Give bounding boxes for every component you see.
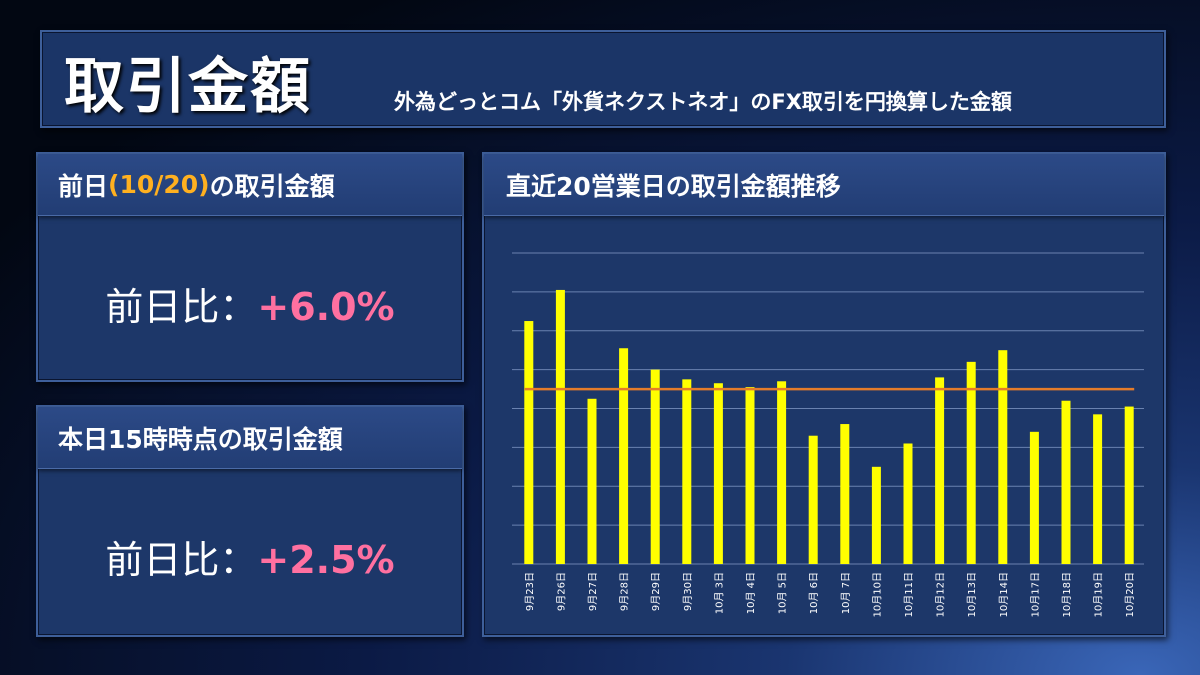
bar (808, 435, 818, 564)
x-tick-label: 10月 6日 (808, 572, 820, 614)
x-tick-label: 10月 5日 (777, 572, 789, 614)
page-title: 取引金額 (64, 52, 312, 122)
bar (524, 321, 534, 564)
bar (1124, 406, 1134, 564)
bar (871, 466, 881, 564)
x-tick-label: 10月11日 (903, 572, 915, 617)
x-tick-label: 9月27日 (587, 572, 599, 611)
bar (998, 350, 1008, 564)
x-tick-label: 10月17日 (1029, 572, 1041, 617)
x-tick-label: 10月18日 (1061, 572, 1073, 617)
prev-day-panel: 前日 (10/20) の取引金額 前日比：+6.0% (36, 152, 464, 382)
title-banner: 取引金額 外為どっとコム「外貨ネクストネオ」のFX取引を円換算した金額 (40, 30, 1166, 128)
x-tick-label: 10月14日 (998, 572, 1010, 617)
prev-day-heading-date: (10/20) (108, 170, 210, 199)
x-tick-label: 9月26日 (555, 572, 567, 611)
chart-title: 直近20営業日の取引金額推移 (484, 154, 1164, 216)
bar (713, 383, 723, 564)
bar (903, 443, 913, 564)
bar (682, 379, 692, 564)
bar (1093, 414, 1103, 564)
x-tick-label: 9月30日 (682, 572, 694, 611)
prev-day-heading: 前日 (10/20) の取引金額 (38, 154, 462, 216)
prev-day-heading-pre: 前日 (58, 171, 109, 201)
bar (650, 369, 660, 564)
today-ratio: 前日比：+2.5% (38, 529, 462, 584)
bar (619, 348, 629, 564)
bar (1029, 431, 1039, 564)
x-tick-label: 10月12日 (935, 572, 947, 617)
x-tick-label: 9月28日 (619, 572, 631, 611)
x-tick-label: 10月13日 (966, 572, 978, 617)
bar (840, 424, 850, 564)
today-ratio-value: +2.5% (257, 538, 395, 582)
page-subtitle: 外為どっとコム「外貨ネクストネオ」のFX取引を円換算した金額 (394, 90, 1012, 114)
x-tick-label: 10月 7日 (840, 572, 852, 614)
x-tick-label: 10月 4日 (745, 572, 757, 614)
x-tick-label: 10月20日 (1124, 572, 1136, 617)
x-tick-label: 10月19日 (1093, 572, 1105, 617)
today-ratio-label: 前日比： (105, 538, 258, 582)
bar (1061, 400, 1071, 564)
trading-amount-chart: 9月23日 9月26日 9月27日 9月28日 9月29日 9月30日 10月 3日 10月 … (512, 252, 1144, 617)
bar (935, 377, 945, 564)
chart-panel: 9月23日 9月26日 9月27日 9月28日 9月29日 9月30日 10月 3日 10月 … (482, 152, 1166, 637)
x-tick-label: 9月29日 (650, 572, 662, 611)
bar (966, 361, 976, 564)
bar (587, 398, 597, 564)
prev-day-ratio: 前日比：+6.0% (38, 276, 462, 331)
x-tick-label: 10月10日 (871, 572, 883, 617)
bar (777, 381, 787, 564)
bar (555, 289, 565, 564)
x-tick-label: 9月23日 (524, 572, 536, 611)
prev-day-ratio-value: +6.0% (257, 285, 395, 329)
prev-day-ratio-label: 前日比： (105, 285, 258, 329)
today-panel: 本日15時時点の取引金額 前日比：+2.5% (36, 405, 464, 637)
today-heading: 本日15時時点の取引金額 (38, 407, 462, 469)
x-tick-label: 10月 3日 (713, 572, 725, 614)
bar (745, 387, 755, 564)
prev-day-heading-post: の取引金額 (209, 171, 335, 201)
